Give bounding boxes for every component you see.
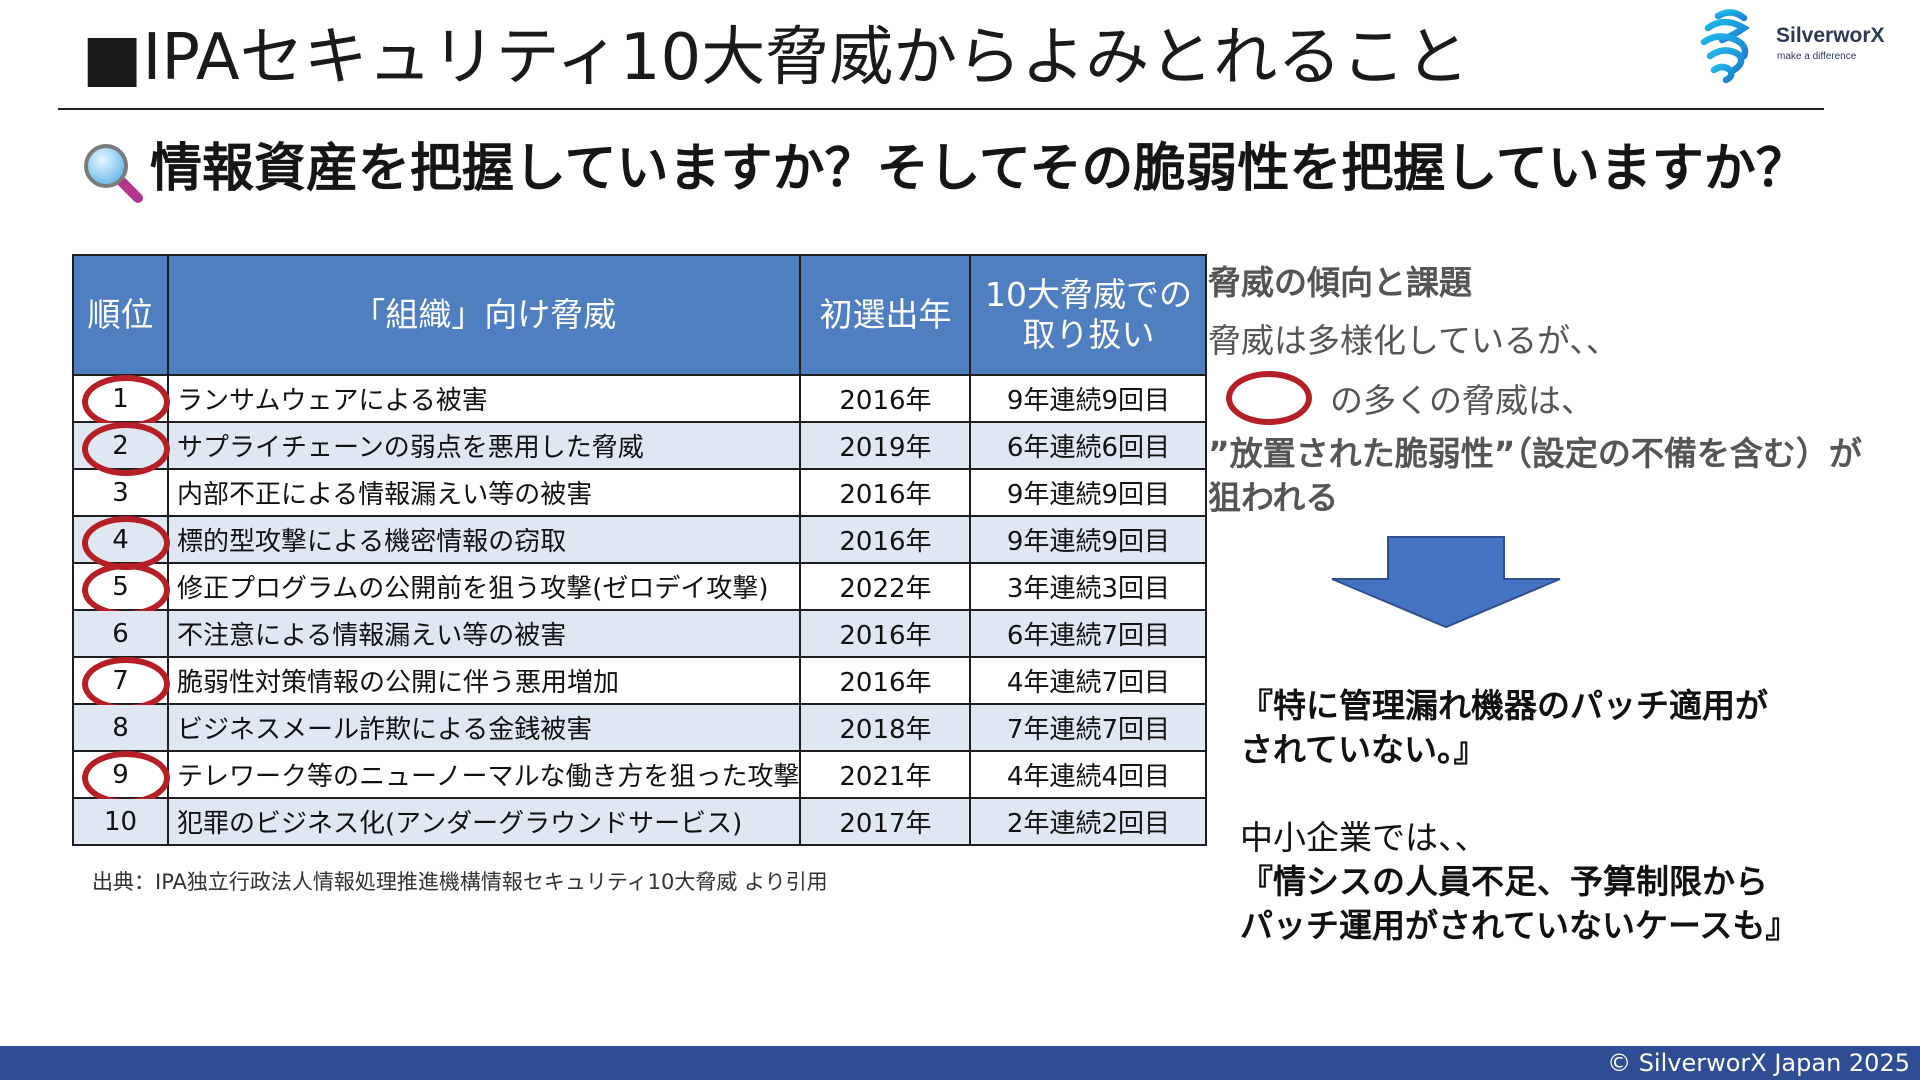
threat-name: 脆弱性対策情報の公開に伴う悪用増加 [166,656,802,705]
first-year: 2017年 [799,797,972,846]
rank-number: 10 [103,806,138,837]
first-year: 2016年 [799,515,972,564]
selection-history: 4年連続7回目 [969,656,1208,705]
selection-history: 9年連続9回目 [969,374,1208,423]
header-year: 初選出年 [799,254,972,376]
rank-cell: 7 [72,656,170,711]
first-year: 2019年 [799,421,972,470]
table-row: 9 テレワーク等のニューノーマルな働き方を狙った攻撃 2021年 4年連続4回目 [72,750,1208,805]
table-row: 8 ビジネスメール詐欺による金銭被害 2018年 7年連続7回目 [72,703,1208,752]
threat-name: サプライチェーンの弱点を悪用した脅威 [166,421,802,470]
rank-cell: 10 [72,797,169,846]
first-year: 2016年 [799,374,972,423]
header-history-label: 10大脅威での 取り扱い [984,275,1192,354]
page-subtitle: 情報資産を把握していますか？そしてその脆弱性を把握していますか？ [150,139,1808,199]
conclusion-quote-2-line-2: パッチ運用がされていないケースも』 [1240,906,1799,945]
selection-history: 9年連続9回目 [969,468,1208,517]
rank-cell: 5 [72,562,170,617]
selection-history: 6年連続7回目 [969,609,1208,658]
title-divider [58,108,1824,110]
threat-name: 犯罪のビジネス化(アンダーグラウンドサービス) [166,797,802,846]
selection-history: 7年連続7回目 [969,703,1208,752]
table-row: 1 ランサムウェアによる被害 2016年 9年連続9回目 [72,374,1208,429]
rank-number: 8 [112,712,129,743]
selection-history: 9年連続9回目 [969,515,1208,564]
conclusion-quote-1: 『特に管理漏れ機器のパッチ適用が されていない。』 [1240,684,1768,772]
rank-number: 3 [112,477,129,508]
conclusion-line: 中小企業では、、 [1240,818,1488,857]
selection-history: 3年連続3回目 [969,562,1208,611]
trend-quote: ”放置された脆弱性”（設定の不備を含む）が狙われる [1208,434,1862,517]
table-row: 4 標的型攻撃による機密情報の窃取 2016年 9年連続9回目 [72,515,1208,570]
company-logo: SilverworX make a difference [1688,6,1920,86]
logo-wordmark: SilverworX [1776,24,1885,47]
threat-name: 不注意による情報漏えい等の被害 [166,609,802,658]
trend-line-2: の多くの脅威は、 [1330,381,1594,420]
conclusion-quote-1-line-1: 『特に管理漏れ機器のパッチ適用が [1240,686,1768,725]
table-row: 2 サプライチェーンの弱点を悪用した脅威 2019年 6年連続6回目 [72,421,1208,476]
header-rank: 順位 [72,254,169,376]
rank-cell: 6 [72,609,169,658]
selection-history: 4年連続4回目 [969,750,1208,799]
table-row: 6 不注意による情報漏えい等の被害 2016年 6年連続7回目 [72,609,1208,658]
conclusion-quote-2-line-1: 『情シスの人員不足、予算制限から [1240,862,1768,901]
table-row: 5 修正プログラムの公開前を狙う攻撃(ゼロデイ攻撃) 2022年 3年連続3回目 [72,562,1208,617]
threat-name: テレワーク等のニューノーマルな働き方を狙った攻撃 [166,750,802,799]
footer-bar: © SilverworX Japan 2025 [0,1046,1920,1080]
threat-name: 標的型攻撃による機密情報の窃取 [166,515,802,564]
conclusion-quote-2: 『情シスの人員不足、予算制限から パッチ運用がされていないケースも』 [1240,860,1798,948]
rank-cell: 1 [72,374,170,429]
trend-heading: 脅威の傾向と課題 [1208,263,1472,302]
logo-tagline: make a difference [1777,51,1857,62]
header-year-label: 初選出年 [819,295,952,334]
copyright-text: © SilverworX Japan 2025 [1607,1049,1910,1077]
rank-number: 5 [112,571,129,602]
header-rank-label: 順位 [87,295,154,334]
rank-number: 6 [112,618,129,649]
down-arrow-icon [1331,536,1561,629]
rank-cell: 9 [72,750,170,805]
legend-circle-icon [1226,371,1312,425]
rank-cell: 2 [72,421,170,476]
page-title: ■IPAセキュリティ10大脅威からよみとれること [82,21,1470,95]
threat-name: ランサムウェアによる被害 [166,374,802,423]
first-year: 2022年 [799,562,972,611]
rank-cell: 8 [72,703,169,752]
selection-history: 6年連続6回目 [969,421,1208,470]
conclusion-quote-1-line-2: されていない。』 [1240,730,1487,769]
table-row: 10 犯罪のビジネス化(アンダーグラウンドサービス) 2017年 2年連続2回目 [72,797,1208,846]
first-year: 2016年 [799,609,972,658]
rank-number: 1 [112,383,129,414]
magnifier-icon [84,144,143,203]
selection-history: 2年連続2回目 [969,797,1208,846]
rank-number: 7 [112,665,129,696]
threat-name: 修正プログラムの公開前を狙う攻撃(ゼロデイ攻撃) [166,562,802,611]
first-year: 2016年 [799,468,972,517]
threat-name: 内部不正による情報漏えい等の被害 [166,468,802,517]
rank-number: 9 [112,759,129,790]
source-citation: 出典：IPA独立行政法人情報処理推進機構情報セキュリティ10大脅威 より引用 [92,870,828,894]
rank-number: 2 [112,430,129,461]
table-row: 3 内部不正による情報漏えい等の被害 2016年 9年連続9回目 [72,468,1208,517]
threat-name: ビジネスメール詐欺による金銭被害 [166,703,802,752]
trend-line-1: 脅威は多様化しているが、、 [1208,321,1619,360]
table-header-row: 順位 「組織」向け脅威 初選出年 10大脅威での 取り扱い [72,254,1208,376]
threats-table: 順位 「組織」向け脅威 初選出年 10大脅威での 取り扱い 1 ランサムウェアによ… [72,254,1208,846]
header-history: 10大脅威での 取り扱い [969,254,1208,376]
rank-cell: 4 [72,515,170,570]
first-year: 2016年 [799,656,972,705]
first-year: 2021年 [799,750,972,799]
header-threat: 「組織」向け脅威 [166,254,802,376]
table-row: 7 脆弱性対策情報の公開に伴う悪用増加 2016年 4年連続7回目 [72,656,1208,711]
rank-number: 4 [112,524,129,555]
rank-cell: 3 [72,468,169,517]
first-year: 2018年 [799,703,972,752]
logo-mark-icon [1700,9,1751,84]
header-threat-label: 「組織」向け脅威 [352,295,617,334]
